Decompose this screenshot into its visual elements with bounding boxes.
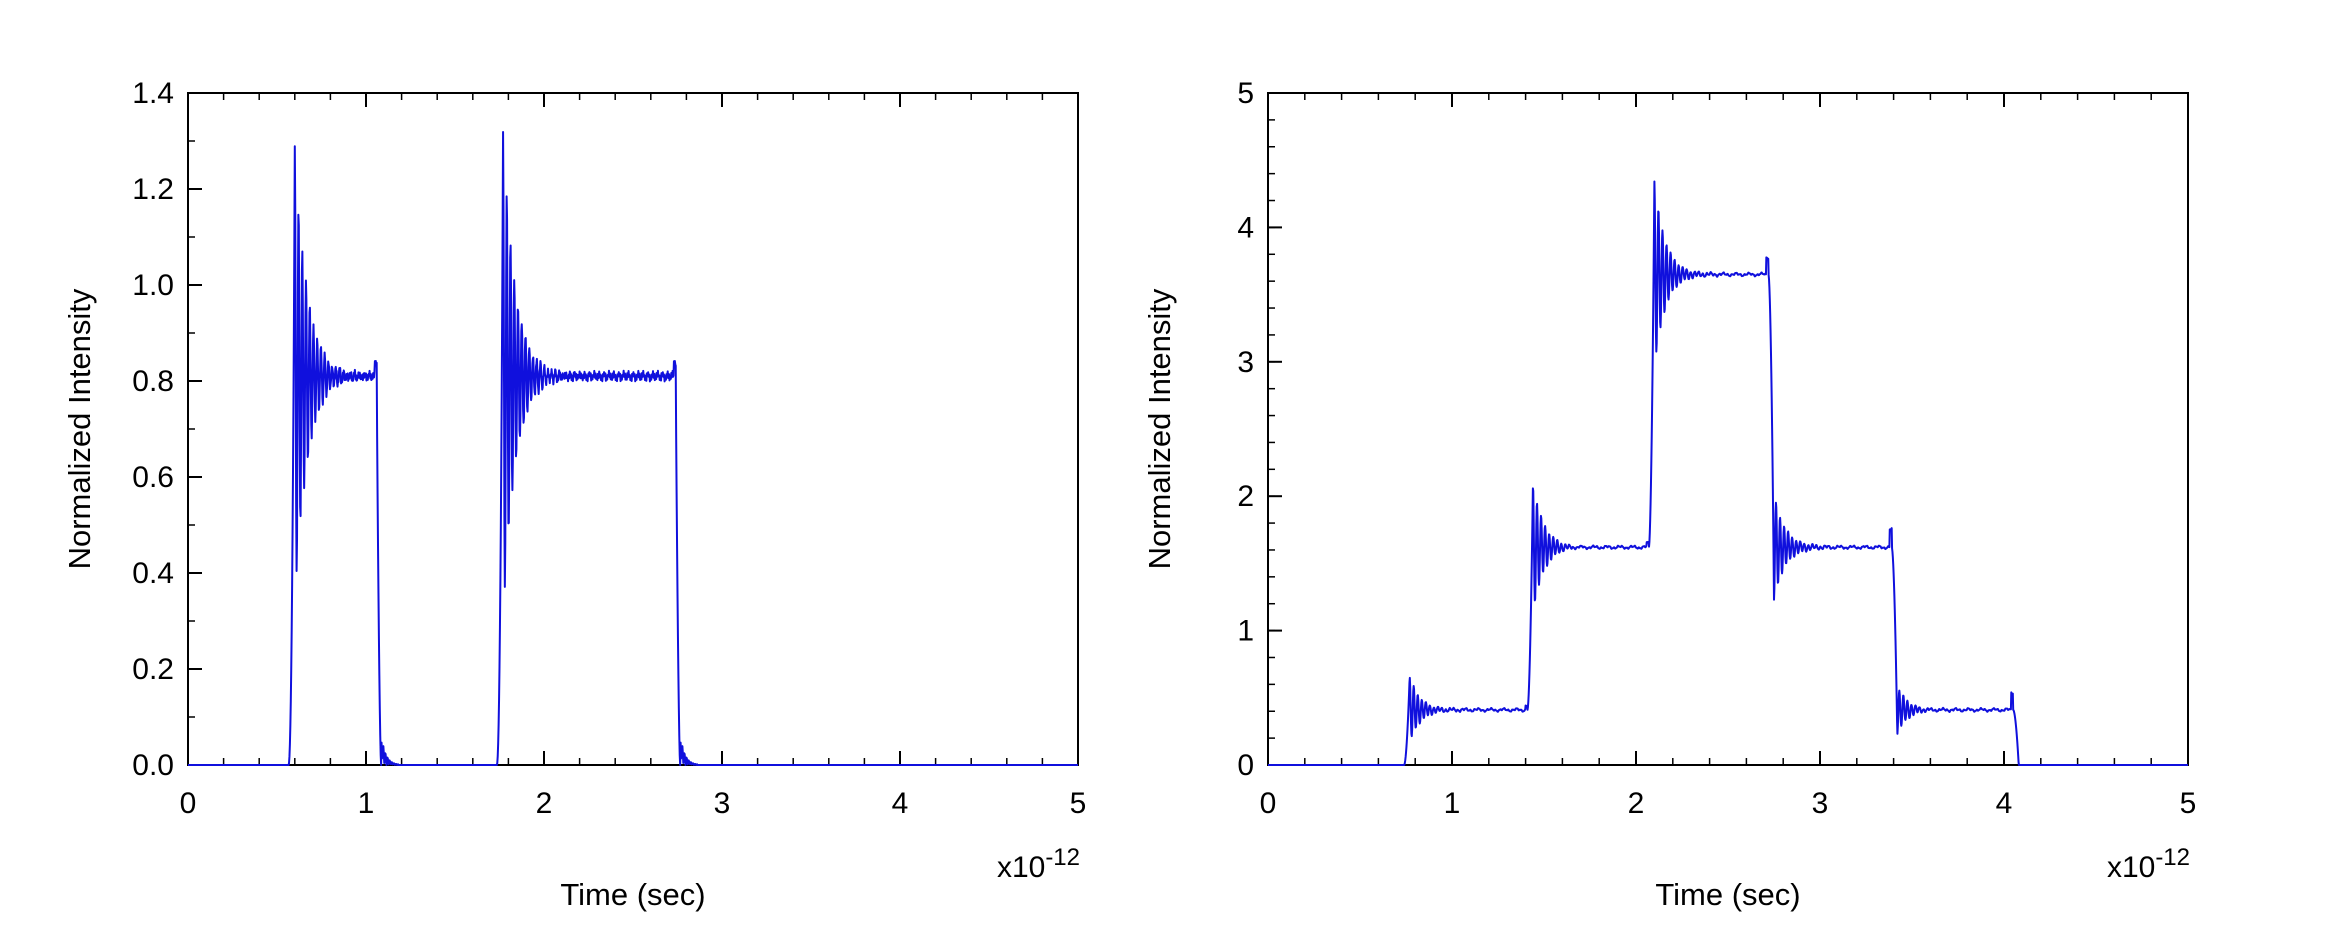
right-y-tick-label: 0 [1237, 749, 1254, 782]
right-chart-panel: 0 1 2 3 4 5 0 1 2 3 4 5 Time (sec) Normalized Intensi… [1142, 77, 2196, 912]
left-chart-panel: 0 1 2 3 4 5 0.0 0.2 0.4 0.6 0.8 1.0 1.2 1.4 Time (sec)… [62, 77, 1086, 912]
right-x-tick-label: 3 [1812, 787, 1829, 820]
left-y-tick-label: 0.6 [132, 461, 174, 494]
left-x-tick-label: 5 [1070, 787, 1087, 820]
left-data-series-line [187, 131, 1079, 766]
right-x-multiplier: x10 [2107, 851, 2155, 884]
left-x-exponent: -12 [1045, 844, 1080, 871]
right-x-exponent: -12 [2155, 844, 2190, 871]
right-x-exponent-label: x10-12 [2107, 844, 2190, 884]
right-x-tick-label: 2 [1628, 787, 1645, 820]
right-y-tick-label: 1 [1237, 615, 1254, 648]
left-y-tick-label: 0.8 [132, 365, 174, 398]
right-y-tick-label: 5 [1237, 77, 1254, 110]
left-plot-frame [187, 92, 1079, 766]
right-x-tick-label: 1 [1444, 787, 1461, 820]
right-x-axis-label: Time (sec) [1655, 877, 1800, 912]
right-x-tick-label: 5 [2180, 787, 2197, 820]
right-x-tick-label: 0 [1260, 787, 1277, 820]
right-data-series-line [1267, 180, 2189, 766]
right-y-axis-label: Normalized Intensity [1142, 288, 1177, 569]
left-y-tick-label: 1.0 [132, 269, 174, 302]
left-y-tick-label: 1.4 [132, 77, 174, 110]
left-x-exponent-label: x10-12 [997, 844, 1080, 884]
right-y-tick-label: 3 [1237, 346, 1254, 379]
left-x-axis-label: Time (sec) [560, 877, 705, 912]
right-plot-frame [1267, 92, 2189, 766]
left-x-tick-label: 0 [180, 787, 197, 820]
right-y-tick-label: 4 [1237, 211, 1254, 244]
left-x-tick-label: 3 [714, 787, 731, 820]
right-x-tick-label: 4 [1996, 787, 2013, 820]
left-y-tick-label: 1.2 [132, 173, 174, 206]
left-x-tick-label: 2 [536, 787, 553, 820]
left-x-multiplier: x10 [997, 851, 1045, 884]
left-y-tick-label: 0.4 [132, 557, 174, 590]
left-x-tick-label: 1 [358, 787, 375, 820]
left-x-tick-label: 4 [892, 787, 909, 820]
left-y-axis-label: Normalized Intensity [62, 288, 97, 569]
left-y-tick-label: 0.2 [132, 653, 174, 686]
right-y-tick-label: 2 [1237, 480, 1254, 513]
left-y-tick-label: 0.0 [132, 749, 174, 782]
